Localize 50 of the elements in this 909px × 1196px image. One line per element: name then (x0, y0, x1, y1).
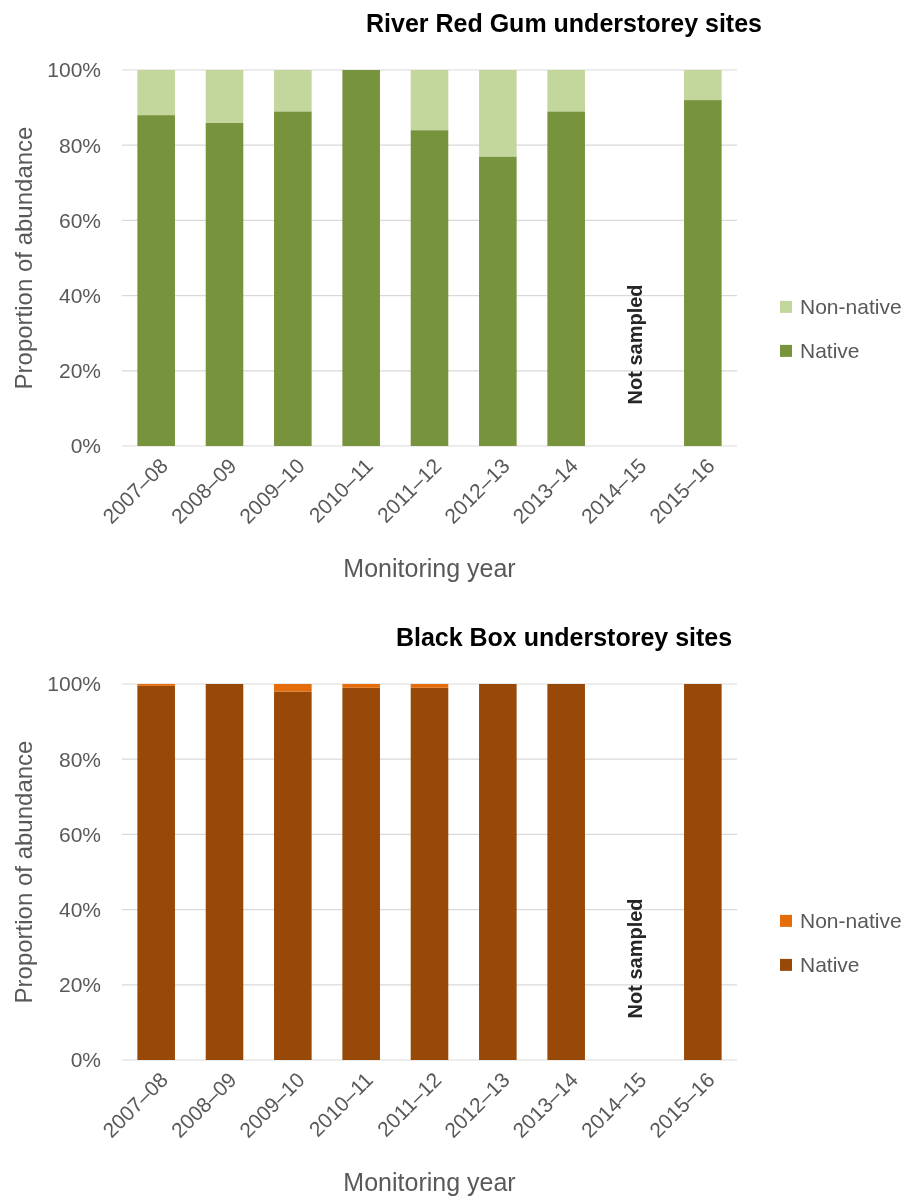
bar (684, 684, 722, 1060)
chart-title: Black Box understorey sites (395, 623, 733, 651)
bar (137, 115, 175, 446)
y-tick-label: 80% (58, 747, 101, 771)
legend-label: Native (800, 953, 860, 977)
legend-label: Non-native (800, 295, 902, 319)
y-tick-label: 0% (70, 1048, 101, 1072)
bar (410, 684, 449, 688)
x-axis-title: Monitoring year (343, 1168, 516, 1196)
y-axis-title: Proportion of abundance (10, 126, 38, 390)
y-tick-label: 40% (58, 897, 101, 921)
bar (274, 691, 312, 1060)
y-tick-label: 60% (58, 822, 101, 846)
bar (274, 684, 312, 692)
bar (137, 685, 175, 1060)
bar (410, 130, 449, 446)
y-tick-label: 80% (58, 133, 101, 157)
bar (205, 70, 244, 123)
bar (479, 156, 517, 446)
bar (205, 122, 244, 446)
annotation: Not sampled (623, 284, 646, 405)
bar (479, 70, 517, 157)
y-tick-label: 100% (47, 672, 101, 696)
y-tick-label: 20% (58, 973, 101, 997)
legend-label: Non-native (800, 909, 902, 933)
bar (684, 100, 722, 446)
bar (410, 70, 449, 131)
chart-title: River Red Gum understorey sites (366, 9, 762, 37)
y-tick-label: 100% (47, 58, 101, 82)
bar (342, 687, 380, 1060)
bar (342, 684, 380, 688)
annotation: Not sampled (623, 898, 646, 1019)
bar (274, 111, 312, 446)
bar (137, 70, 175, 116)
bar (547, 70, 585, 112)
y-tick-label: 20% (58, 359, 101, 383)
y-axis-title: Proportion of abundance (10, 740, 38, 1004)
bar (205, 684, 244, 1060)
legend-label: Native (800, 339, 860, 363)
y-tick-label: 60% (58, 208, 101, 232)
bar (547, 111, 585, 446)
bar (410, 687, 449, 1060)
bar (547, 684, 585, 1060)
bar (479, 684, 517, 1060)
bar (684, 70, 722, 101)
x-axis-title: Monitoring year (343, 554, 516, 582)
y-tick-label: 0% (70, 434, 101, 458)
bar (274, 70, 312, 112)
bar (342, 70, 380, 446)
y-tick-label: 40% (58, 283, 101, 307)
